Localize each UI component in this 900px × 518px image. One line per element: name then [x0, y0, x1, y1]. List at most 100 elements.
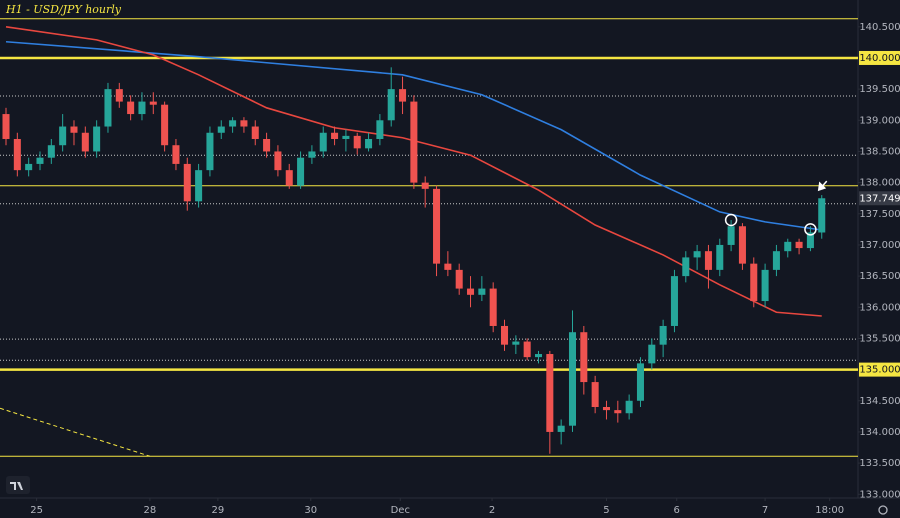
marker-circle [724, 213, 738, 227]
candle-body [183, 163, 191, 202]
candle-body [2, 114, 10, 139]
arrow [817, 180, 828, 192]
y-tick-label: 133.500 [859, 458, 900, 469]
candle-body [387, 89, 395, 121]
moving-average [5, 40, 822, 231]
candle-body [59, 126, 67, 146]
candle-body [81, 132, 89, 152]
candle-body [331, 132, 339, 139]
y-tick-label: 140.500 [859, 22, 900, 33]
candle-body [376, 120, 384, 139]
candle-body [636, 363, 644, 401]
candle-body [274, 151, 282, 171]
candle-body [523, 341, 531, 358]
candle-body [682, 257, 690, 277]
candle-body [784, 241, 792, 252]
candle-body [512, 341, 520, 345]
candle-body [489, 288, 497, 326]
candle-body [251, 126, 259, 139]
candle-body [115, 89, 123, 102]
x-tick-label: 28 [144, 505, 157, 516]
candle-body [795, 241, 803, 249]
x-tick-label: 29 [212, 505, 225, 516]
y-tick-label: 140.000 [859, 53, 900, 64]
y-tick-label: 133.000 [859, 489, 900, 500]
candle-body [659, 325, 667, 345]
candle-body [818, 198, 826, 233]
candle-body [263, 138, 271, 152]
candle-body [410, 101, 418, 183]
y-tick-label: 135.000 [859, 365, 900, 376]
candle-body [534, 354, 543, 358]
candle-body [104, 89, 112, 127]
candle-body [501, 325, 509, 345]
y-tick-label: 138.000 [859, 178, 900, 189]
candle-body [433, 188, 441, 264]
candle-body [161, 104, 169, 146]
candle-body [568, 332, 577, 426]
x-tick-label: 25 [30, 505, 43, 516]
x-tick-label: 6 [674, 505, 680, 516]
candle-body [670, 276, 678, 326]
y-tick-label: 136.000 [859, 302, 900, 313]
trendline [0, 407, 151, 457]
candle-body [591, 382, 599, 408]
level-label-bg [859, 50, 900, 65]
candle-body [806, 232, 814, 249]
candle-body [546, 354, 554, 432]
y-tick-label: 134.000 [859, 427, 900, 438]
candle-body [229, 120, 237, 127]
candle-body [772, 251, 780, 270]
y-tick-label: 138.500 [859, 146, 900, 157]
y-tick-label: 137.000 [859, 240, 900, 251]
candle-body [750, 263, 758, 302]
candle-body [444, 263, 452, 270]
candle-body [172, 145, 180, 164]
candle-body [467, 288, 475, 295]
marker-circle [804, 223, 817, 236]
candle-body [693, 251, 701, 258]
candle-body [455, 269, 463, 289]
candle-body [738, 226, 746, 264]
x-tick-label: Dec [391, 505, 410, 516]
candle-body [138, 101, 146, 115]
chart-title: H1 - USD/JPY hourly [5, 3, 122, 16]
candle-body [625, 400, 633, 414]
y-tick-label: 137.500 [859, 209, 900, 220]
price-label: 137.749 [859, 193, 900, 204]
x-tick-label: 30 [304, 505, 317, 516]
candle-body [353, 135, 361, 149]
x-tick-label: 5 [603, 505, 609, 516]
logo [6, 476, 30, 494]
candle-body [342, 135, 350, 139]
candle-body [761, 269, 769, 302]
candle-body [648, 344, 656, 364]
candle-body [365, 138, 373, 149]
candle-body [716, 244, 724, 270]
y-tick-label: 134.500 [859, 396, 900, 407]
x-tick-label: 7 [762, 505, 768, 516]
y-tick-label: 139.000 [859, 115, 900, 126]
candle-body [47, 145, 55, 158]
x-tick-label: 18:00 [815, 505, 844, 516]
candle-body [285, 170, 293, 186]
y-tick-label: 136.500 [859, 271, 900, 282]
y-tick-label: 135.500 [859, 333, 900, 344]
plot-area [0, 18, 858, 457]
candle-body [127, 101, 135, 115]
settings-icon[interactable] [878, 505, 888, 515]
candle-body [421, 182, 429, 189]
candle-body [614, 410, 622, 414]
candle-body [557, 425, 565, 432]
candle-body [602, 407, 610, 411]
level-label-bg [859, 362, 900, 377]
candle-body [727, 226, 735, 245]
candle-body [308, 151, 316, 158]
candle-body [240, 120, 248, 127]
price-label-bg [859, 191, 900, 206]
candle-body [13, 138, 21, 171]
candle-body [217, 126, 225, 133]
candle-body [704, 251, 712, 270]
